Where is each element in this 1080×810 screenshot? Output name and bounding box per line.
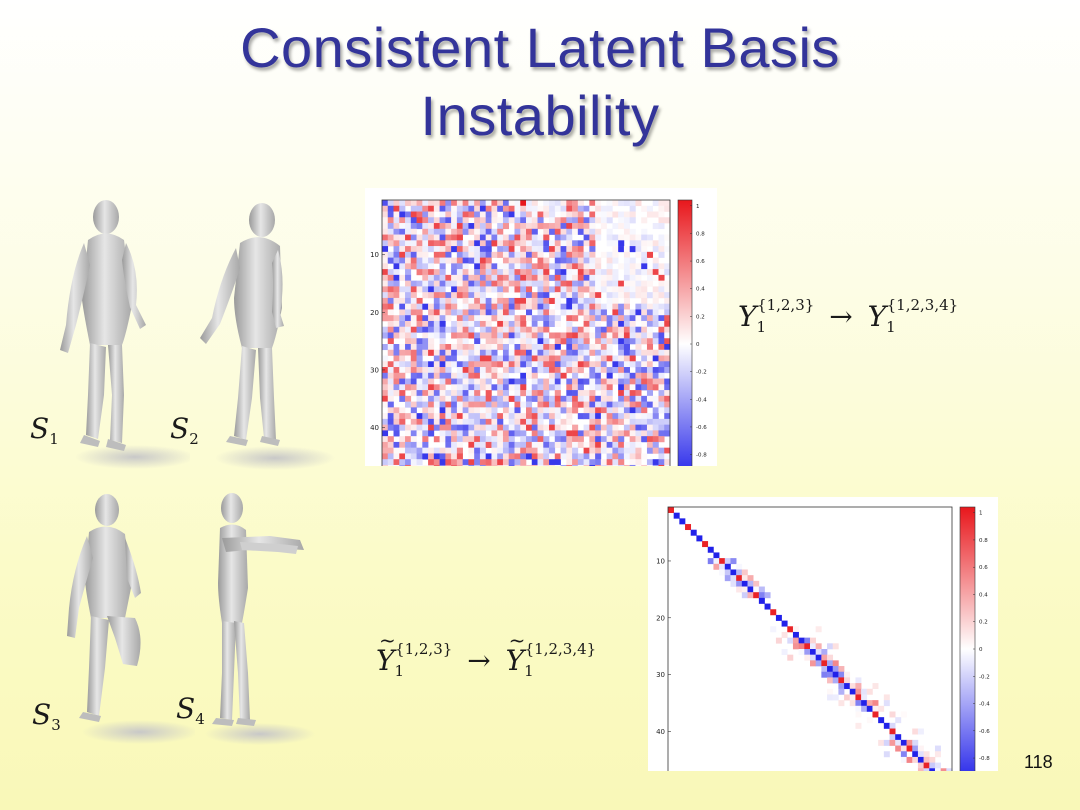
colorbar-tick-label: 0.2 [696,314,705,320]
label-s2: S2 [170,412,199,448]
formula-top: Y1{1,2,3} → Y1{1,2,3,4} [738,296,959,336]
colorbar-tick-label: 0 [696,342,700,348]
colorbar-tick-label: -0.4 [696,397,707,403]
heatmap-top: 5101520253035404550102030405010.80.60.40… [370,199,707,501]
human-mesh-s3 [67,494,195,744]
colorbar-tick-label: -0.8 [979,756,990,762]
colorbar-tick-label: -0.2 [696,370,707,376]
y-tick-label: 10 [656,557,665,565]
label-s1: S1 [30,412,59,448]
heatmap-cells [668,507,953,792]
colorbar-tick-label: 1 [696,204,700,210]
colorbar-tick-label: 0.6 [979,565,988,571]
title-line-1: Consistent Latent Basis [240,16,840,79]
colorbar [959,506,976,792]
page-number: 118 [1024,752,1053,772]
colorbar [677,199,693,489]
y-tick-label: 10 [370,251,379,259]
label-s4: S4 [176,692,205,728]
heatmap-top-panel: 5101520253035404550102030405010.80.60.40… [365,188,717,501]
slide-title: Consistent Latent Basis Instability [0,14,1080,150]
formula-bottom: Y1{1,2,3} → Y1{1,2,3,4} [376,628,596,680]
colorbar-tick-label: 1 [979,511,983,517]
colorbar-tick-label: 0.8 [979,538,988,544]
colorbar-tick-label: 0.8 [696,231,705,237]
human-mesh-s2 [200,203,335,470]
colorbar-tick-label: 0.6 [696,259,705,265]
y-tick-label: 30 [370,366,379,374]
colorbar-tick-label: 0.4 [696,287,705,293]
y-tick-label: 40 [656,728,665,736]
y-tick-label: 40 [370,424,379,432]
label-s3: S3 [32,698,61,734]
heatmap-bottom-panel: 5101520253035404550102030405010.80.60.40… [648,497,998,804]
colorbar-tick-label: -0.4 [979,702,990,708]
y-tick-label: 20 [370,309,379,317]
colorbar-tick-label: -0.8 [696,453,707,459]
heatmap-bottom: 5101520253035404550102030405010.80.60.40… [656,506,990,804]
human-mesh-s4 [205,493,315,745]
colorbar-tick-label: -0.6 [696,425,707,431]
colorbar-tick-label: -0.2 [979,674,990,680]
title-line-2: Instability [420,84,660,147]
human-mesh-s1 [60,200,190,469]
heatmap-cells [382,200,671,489]
y-tick-label: 30 [656,671,665,679]
colorbar-tick-label: -0.6 [979,729,990,735]
colorbar-tick-label: 0 [979,647,983,653]
y-tick-label: 20 [656,614,665,622]
colorbar-tick-label: 0.4 [979,592,988,598]
colorbar-tick-label: 0.2 [979,620,988,626]
